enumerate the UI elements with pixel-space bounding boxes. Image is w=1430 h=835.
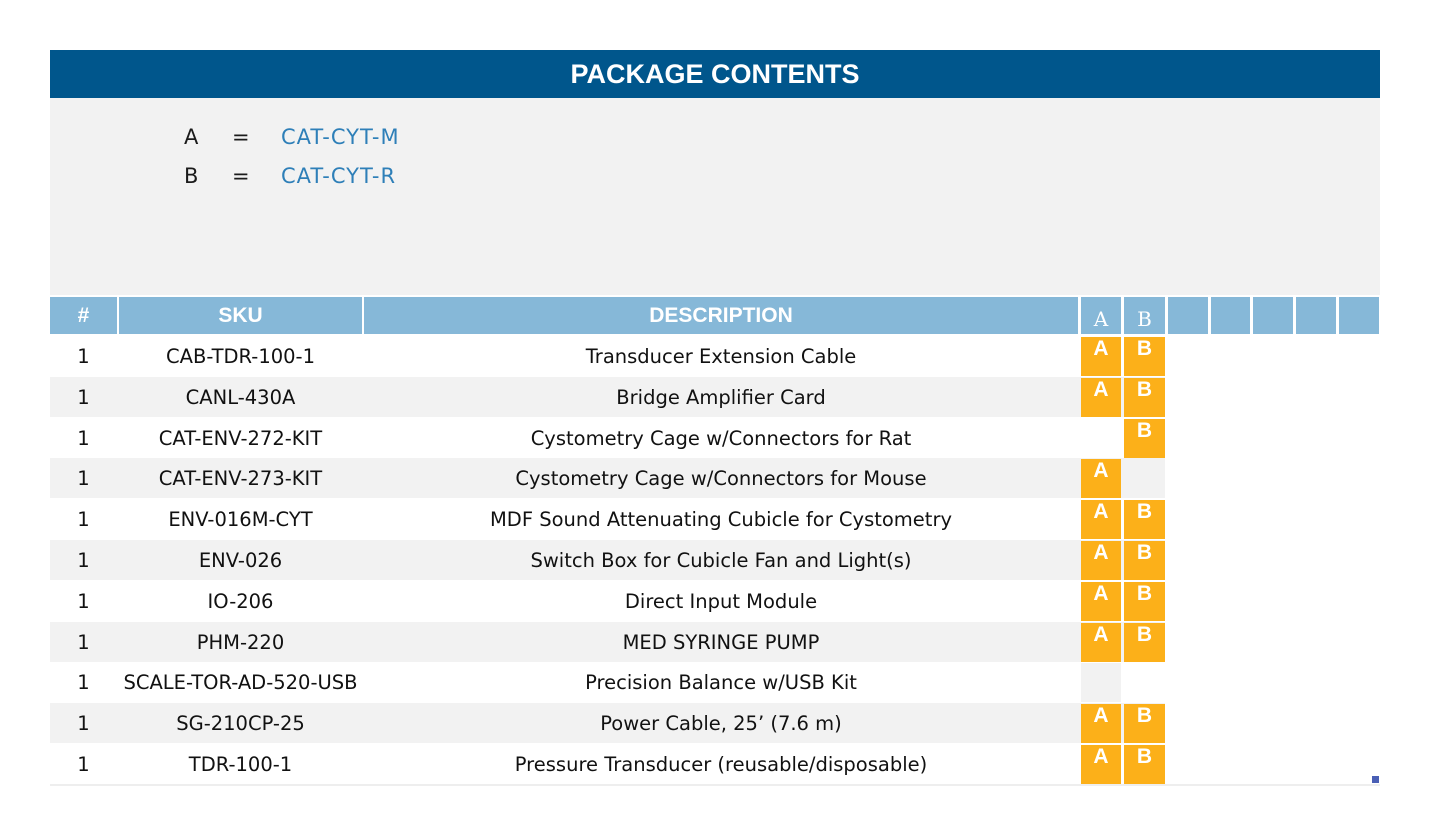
description-cell: Cystometry Cage w/Connectors for Rat [530,426,912,450]
header-empty [1168,297,1208,334]
table-row: 1 PHM-220 MED SYRINGE PUMP A B [50,621,1165,662]
qty-cell: 1 [77,345,90,368]
package-b-badge: B [1124,581,1165,621]
sku-cell: PHM-220 [196,630,285,654]
package-a-badge: A [1081,541,1121,580]
sku-cell: ENV-026 [198,549,283,572]
header-description: DESCRIPTION [364,297,1078,334]
package-a-badge: A [1081,622,1121,662]
description-cell: Power Cable, 25’ (7.6 m) [600,712,842,736]
description-cell: Precision Balance w/USB Kit [585,671,857,695]
package-a-badge: A [1081,704,1121,744]
qty-cell: 1 [77,549,90,572]
package-a-badge: A [1081,745,1121,784]
package-b-badge: B [1124,337,1165,376]
qty-cell: 1 [77,753,90,776]
table-row: 1 SCALE-TOR-AD-520-USB Precision Balance w… [50,662,1165,703]
package-b-badge: B [1124,418,1165,458]
package-a-badge: A [1081,377,1121,417]
table-row: 1 ENV-016M-CYT MDF Sound Attenuating Cubic… [50,499,1165,540]
package-a-badge: A [1081,459,1121,499]
legend-value-b: CAT-CYT-R [281,164,397,188]
sku-cell: SCALE-TOR-AD-520-USB [123,671,358,695]
qty-cell: 1 [77,712,90,736]
table-row: 1 IO-206 Direct Input Module A B [50,581,1165,621]
sku-cell: CANL-430A [185,385,296,409]
sku-cell: SG-210CP-25 [176,712,305,736]
qty-cell: 1 [77,630,90,654]
description-cell: Switch Box for Cubicle Fan and Light(s) [530,549,912,572]
package-a-badge: A [1081,337,1121,376]
empty-b-cell [1124,459,1165,499]
legend-panel: A = CAT-CYT-M B = CAT-CYT-R [50,98,1380,295]
sku-cell: CAT-ENV-273-KIT [158,467,323,491]
qty-cell: 1 [77,467,90,491]
table-row: 1 SG-210CP-25 Power Cable, 25’ (7.6 m) A B [50,703,1165,744]
description-cell: Direct Input Module [624,589,818,613]
resize-handle[interactable] [1372,776,1379,783]
header-empty [1296,297,1336,334]
header-empty [1211,297,1250,334]
legend-value-a: CAT-CYT-M [281,125,400,149]
package-b-badge: B [1124,500,1165,540]
package-b-badge: B [1124,704,1165,744]
legend-equals: = [232,125,250,149]
page-title: PACKAGE CONTENTS [50,50,1380,98]
table-row: 1 CAB-TDR-100-1 Transducer Extension Cable… [50,336,1165,376]
table-row: 1 TDR-100-1 Pressure Transducer (reusable/… [50,744,1165,784]
package-a-badge: A [1081,581,1121,621]
description-cell: Bridge Amplifier Card [616,385,826,409]
header-a: A [1081,297,1121,334]
sku-cell: TDR-100-1 [188,753,293,776]
package-b-badge: B [1124,745,1165,784]
package-b-badge: B [1124,541,1165,580]
table-bottom-border [50,784,1380,786]
description-cell: MDF Sound Attenuating Cubicle for Cystom… [489,508,952,532]
package-b-badge: B [1124,377,1165,417]
header-b: B [1124,297,1165,334]
header-num: # [50,297,117,334]
package-b-badge: B [1124,622,1165,662]
empty-a-cell [1081,663,1121,703]
qty-cell: 1 [77,671,90,695]
header-empty [1339,297,1379,334]
description-cell: MED SYRINGE PUMP [622,630,820,654]
sku-cell: IO-206 [207,589,274,613]
legend-key-a: A [184,125,199,149]
table-row: 1 CANL-430A Bridge Amplifier Card A B [50,376,1165,417]
header-sku: SKU [119,297,362,334]
description-cell: Transducer Extension Cable [585,345,857,368]
table-row: 1 CAT-ENV-272-KIT Cystometry Cage w/Connec… [50,418,1165,458]
package-a-badge: A [1081,500,1121,540]
sku-cell: CAT-ENV-272-KIT [158,426,323,450]
qty-cell: 1 [77,508,90,532]
description-cell: Cystometry Cage w/Connectors for Mouse [515,467,927,491]
header-empty [1253,297,1293,334]
description-cell: Pressure Transducer (reusable/disposable… [514,753,928,776]
qty-cell: 1 [77,589,90,613]
qty-cell: 1 [77,385,90,409]
table-row: 1 ENV-026 Switch Box for Cubicle Fan and L… [50,540,1165,580]
table-row: 1 CAT-ENV-273-KIT Cystometry Cage w/Connec… [50,458,1165,499]
sku-cell: ENV-016M-CYT [168,508,313,532]
legend-key-b: B [184,164,199,188]
legend-equals: = [232,164,250,188]
qty-cell: 1 [77,426,90,450]
sku-cell: CAB-TDR-100-1 [166,345,315,368]
